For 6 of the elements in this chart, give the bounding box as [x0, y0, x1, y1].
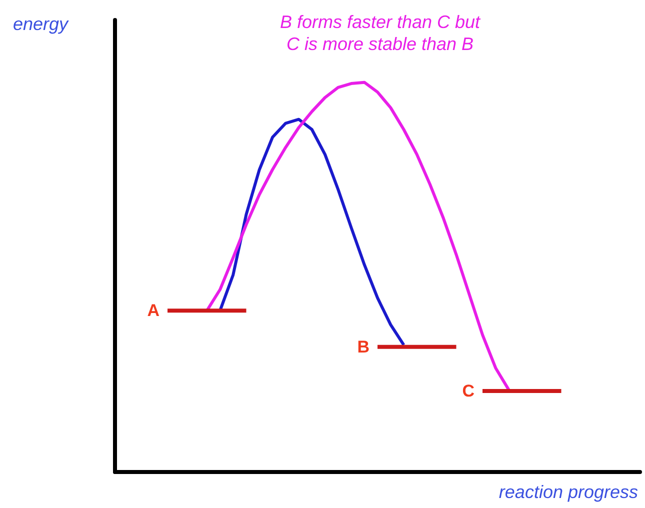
- series-label: C: [462, 381, 474, 400]
- x-axis-title: reaction progress: [498, 482, 638, 502]
- series-label: B: [357, 337, 370, 356]
- chart-title: B forms faster than C but C is more stable than B: [280, 12, 482, 54]
- y-axis-title: energy: [13, 14, 70, 34]
- series-label: A: [147, 301, 160, 320]
